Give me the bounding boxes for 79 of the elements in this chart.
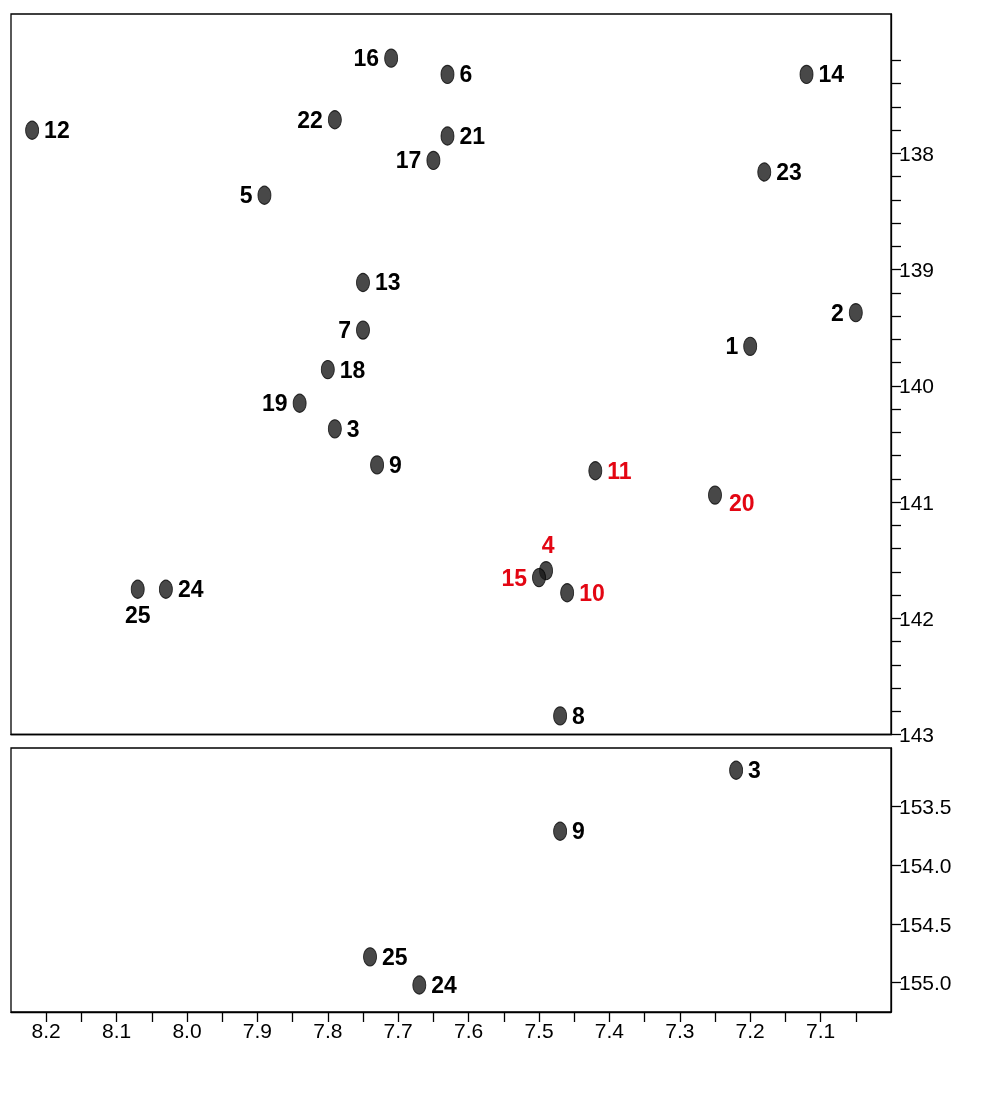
annotation: 21 xyxy=(459,123,486,150)
point xyxy=(560,583,575,603)
point xyxy=(757,162,772,182)
point xyxy=(708,485,722,505)
x-tick-label: 7.9 xyxy=(242,1019,272,1042)
point xyxy=(440,126,455,146)
y-tick-label: 138 xyxy=(899,141,935,165)
annotation: 2 xyxy=(831,299,844,326)
annotation: 10 xyxy=(579,579,605,606)
annotation: 14 xyxy=(818,61,845,88)
point xyxy=(25,120,40,140)
point xyxy=(130,579,145,599)
annotation: 23 xyxy=(776,159,802,186)
point xyxy=(553,821,568,841)
point xyxy=(327,110,342,130)
point xyxy=(257,185,272,205)
annotation: 15 xyxy=(501,564,528,591)
point xyxy=(553,706,568,726)
point xyxy=(356,272,370,292)
y-tick-label: 140 xyxy=(899,374,935,398)
x-tick-label: 7.1 xyxy=(806,1019,836,1042)
x-tick-label: 7.2 xyxy=(735,1019,765,1042)
point xyxy=(440,64,455,84)
point xyxy=(363,947,378,967)
y-tick-label: 155.0 xyxy=(899,971,952,995)
point xyxy=(327,419,342,439)
annotation: 25 xyxy=(124,601,151,628)
point xyxy=(292,393,307,413)
y-tick-label: 142 xyxy=(899,606,935,630)
x-tick-label: 7.7 xyxy=(383,1019,413,1042)
annotation: 1 xyxy=(725,333,739,360)
annotation: 9 xyxy=(389,451,402,478)
point xyxy=(356,320,370,340)
x-tick-label: 8.0 xyxy=(172,1019,202,1042)
point xyxy=(743,336,758,356)
point xyxy=(412,975,427,995)
annotation: 18 xyxy=(339,356,366,383)
annotation: 20 xyxy=(729,490,755,517)
annotation: 9 xyxy=(572,818,585,845)
x-tick-label: 8.1 xyxy=(102,1019,132,1042)
annotation: 6 xyxy=(459,61,473,88)
annotation: 11 xyxy=(607,457,632,484)
y-tick-label: 153.5 xyxy=(899,795,952,819)
y-tick-label: 154.5 xyxy=(899,912,952,936)
annotation: 7 xyxy=(338,317,351,344)
point xyxy=(370,455,385,475)
annotation: 24 xyxy=(177,576,204,603)
x-tick-label: 7.8 xyxy=(313,1019,343,1042)
y-tick-label: 141 xyxy=(899,490,935,514)
annotation: 4 xyxy=(541,532,555,559)
x-tick-label: 8.2 xyxy=(31,1019,61,1042)
annotation: 19 xyxy=(262,390,288,417)
annotation: 25 xyxy=(382,943,408,970)
y-tick-label: 139 xyxy=(899,258,935,282)
annotation: 13 xyxy=(375,269,401,296)
y-tick-label: 143 xyxy=(899,723,935,746)
point xyxy=(532,568,546,588)
point xyxy=(588,461,603,481)
point xyxy=(729,760,744,780)
annotation: 17 xyxy=(395,147,422,174)
annotation: 3 xyxy=(346,415,360,442)
x-tick-label: 7.3 xyxy=(665,1019,695,1042)
x-tick-label: 7.6 xyxy=(454,1019,484,1042)
x-tick-label: 7.4 xyxy=(594,1019,625,1042)
annotation: 5 xyxy=(239,182,253,209)
annotation: 22 xyxy=(297,106,323,133)
point xyxy=(158,579,173,599)
point xyxy=(426,150,441,170)
point xyxy=(320,360,335,380)
x-tick-label: 7.5 xyxy=(524,1019,554,1042)
point xyxy=(848,303,863,323)
point xyxy=(799,64,814,84)
annotation: 8 xyxy=(572,702,586,729)
y-tick-label: 154.0 xyxy=(899,853,952,877)
annotation: 12 xyxy=(44,117,70,144)
annotation: 24 xyxy=(431,972,458,999)
point xyxy=(384,48,399,68)
annotation: 3 xyxy=(748,757,761,784)
annotation: 16 xyxy=(353,45,380,72)
